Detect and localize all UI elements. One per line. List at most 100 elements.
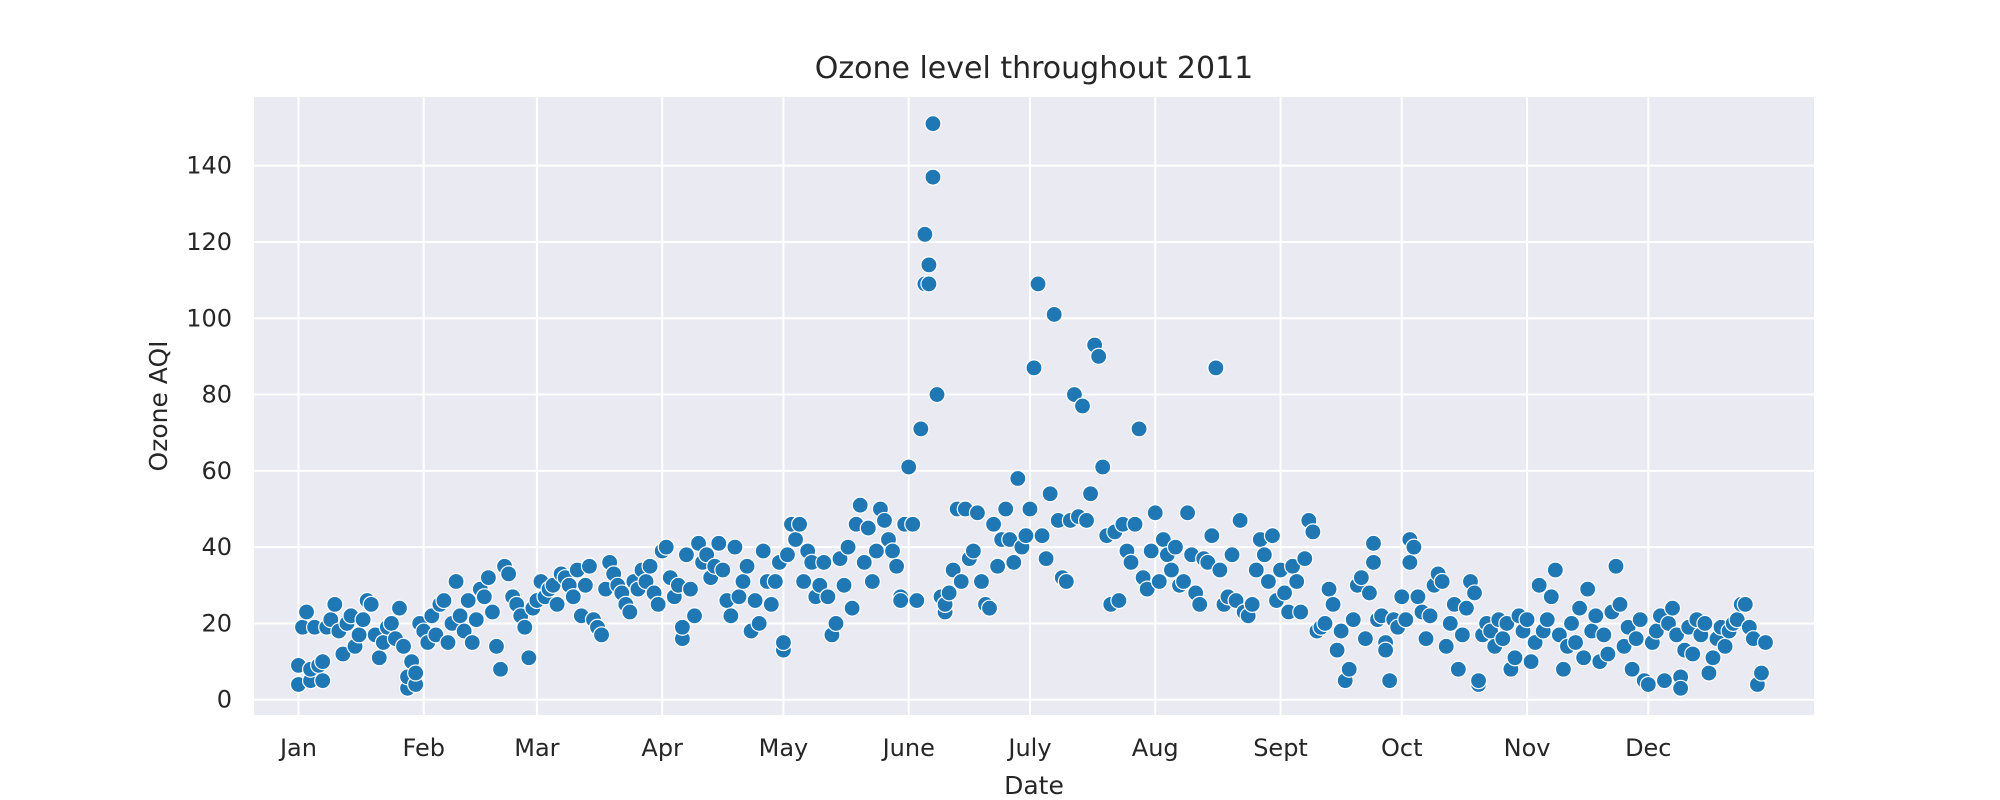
- data-point: [447, 572, 465, 591]
- data-point: [685, 607, 704, 625]
- data-point: [924, 168, 942, 186]
- data-point: [984, 515, 1003, 533]
- data-point: [407, 664, 425, 682]
- data-point: [1494, 630, 1512, 648]
- data-point: [1655, 672, 1674, 690]
- data-point: [1340, 660, 1358, 678]
- data-point: [1364, 553, 1383, 572]
- data-point: [1073, 397, 1092, 415]
- data-point: [920, 275, 938, 293]
- x-axis-label: Date: [1004, 771, 1064, 800]
- data-point: [1498, 614, 1516, 633]
- data-point: [714, 561, 732, 579]
- data-point: [580, 557, 599, 575]
- data-point: [459, 591, 477, 610]
- data-point: [487, 637, 506, 655]
- data-point: [1150, 572, 1168, 591]
- data-point: [382, 614, 401, 633]
- x-tick-label: May: [759, 734, 809, 762]
- data-point: [738, 557, 756, 575]
- data-point: [463, 633, 481, 652]
- data-point: [1409, 588, 1427, 606]
- data-point: [750, 614, 768, 633]
- data-point: [1017, 527, 1035, 545]
- data-point: [1356, 630, 1374, 648]
- data-point: [835, 576, 853, 594]
- data-point: [774, 633, 793, 652]
- data-point: [766, 572, 784, 591]
- data-point: [1057, 572, 1075, 591]
- data-point: [1146, 504, 1164, 522]
- data-point: [1178, 504, 1197, 522]
- data-point: [924, 115, 942, 133]
- data-point: [1344, 611, 1362, 629]
- y-tick-label: 40: [201, 533, 232, 561]
- data-point: [1522, 652, 1540, 671]
- x-tick-label: Mar: [514, 734, 559, 762]
- data-point: [1037, 549, 1055, 568]
- data-point: [500, 565, 518, 583]
- data-point: [1360, 584, 1379, 602]
- data-point: [1292, 603, 1310, 621]
- data-point: [1672, 679, 1690, 697]
- x-tick-label: July: [1006, 734, 1051, 762]
- data-point: [1595, 626, 1613, 644]
- data-point: [592, 626, 611, 644]
- data-point: [1538, 611, 1556, 629]
- x-tick-label: June: [881, 734, 935, 762]
- data-point: [1005, 553, 1023, 572]
- data-point: [762, 595, 780, 613]
- data-point: [1518, 611, 1536, 629]
- data-point: [1401, 553, 1419, 572]
- data-point: [710, 534, 728, 552]
- data-point: [863, 572, 881, 591]
- data-point: [390, 599, 409, 617]
- data-point: [1667, 626, 1686, 644]
- data-point: [1077, 511, 1096, 530]
- data-point: [843, 599, 861, 617]
- data-point: [827, 614, 845, 633]
- data-point: [1259, 572, 1278, 591]
- data-point: [1615, 637, 1633, 655]
- data-point: [795, 572, 813, 591]
- data-point: [621, 603, 639, 621]
- data-point: [314, 652, 332, 671]
- data-point: [722, 607, 740, 625]
- data-point: [1045, 305, 1063, 324]
- data-point: [815, 553, 833, 572]
- data-point: [1332, 622, 1350, 640]
- data-point: [435, 591, 453, 610]
- data-point: [920, 256, 938, 274]
- data-point: [790, 515, 809, 533]
- data-point: [851, 496, 869, 514]
- data-point: [1352, 569, 1370, 587]
- data-point: [649, 595, 667, 613]
- data-point: [657, 538, 675, 556]
- data-point: [1203, 527, 1221, 545]
- data-point: [1611, 595, 1629, 613]
- data-point: [940, 584, 958, 602]
- data-point: [972, 572, 991, 591]
- data-point: [1639, 675, 1657, 694]
- data-point: [1263, 527, 1282, 545]
- data-point: [1316, 614, 1334, 633]
- data-point: [1417, 630, 1435, 648]
- data-point: [1247, 561, 1265, 579]
- y-tick-labels: 0 20 40 60 80 100 120 140: [186, 152, 232, 714]
- data-point: [427, 626, 445, 644]
- data-point: [1562, 614, 1581, 633]
- data-point: [1506, 649, 1524, 667]
- data-point: [350, 626, 368, 644]
- data-point: [980, 599, 999, 617]
- data-point: [491, 660, 510, 678]
- data-point: [1130, 420, 1148, 438]
- data-point: [548, 595, 566, 613]
- x-gridlines: [297, 97, 1650, 715]
- data-point: [334, 645, 352, 663]
- y-tick-label: 100: [186, 304, 232, 332]
- data-point: [1437, 637, 1455, 655]
- data-point: [1700, 664, 1718, 682]
- y-tick-label: 140: [186, 152, 232, 180]
- data-point: [746, 591, 764, 610]
- data-point: [1756, 633, 1775, 652]
